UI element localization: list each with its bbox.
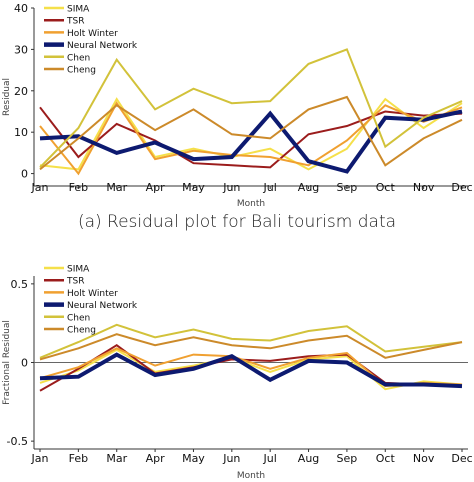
legend-label: SIMA [67,265,90,275]
y-axis-label: Residual [2,78,12,116]
x-tick-label: May [182,181,205,194]
x-tick-label: Aug [298,181,319,194]
y-tick-label: 40 [14,2,28,15]
x-tick-label: Nov [413,452,435,465]
x-tick-label: Jan [31,452,49,465]
legend-label: TSR [66,17,84,27]
y-tick-label: 0 [21,168,28,181]
x-tick-label: Feb [69,181,88,194]
x-tick-label: Jul [263,181,277,194]
x-tick-label: Jun [222,452,240,465]
y-tick-label: 0.5 [11,278,29,291]
legend: SIMA TSR Holt Winter Neural Network Chen Chen… [44,265,138,336]
y-tick-label: 0 [21,357,28,370]
x-tick-label: Jan [31,181,49,194]
series-line-neural-network [39,352,463,389]
x-tick-label: Apr [146,452,166,465]
legend: SIMA TSR Holt Winter Neural Network Chen Chen… [44,5,138,76]
series-line-chen [39,48,463,169]
x-tick-label: Sep [337,452,358,465]
y-tick-label: 10 [14,126,28,139]
x-tick-label: Sep [337,181,358,194]
series-line-sima [39,348,463,391]
x-axis-label: Month [237,199,265,209]
x-tick-label: Nov [413,181,435,194]
legend-label: Cheng [67,66,96,76]
y-tick-label: 20 [14,85,28,98]
legend-label: Cheng [67,326,96,336]
chart-1: 0 10 20 30 40 Jan Feb Mar Apr May Jun Jul Aug Sep Oct N… [2,2,473,209]
x-tick-label: Jul [263,452,277,465]
y-tick-label: -0.5 [7,435,28,448]
x-tick-label: Mar [106,452,127,465]
y-axis-label: Fractional Residual [2,320,12,405]
x-tick-label: Oct [376,452,396,465]
x-tick-label: Jun [222,181,240,194]
legend-label: Holt Winter [67,289,118,299]
series-line-holt-winter [39,101,463,176]
x-tick-label: Mar [106,181,127,194]
x-tick-label: Feb [69,452,88,465]
x-tick-label: Aug [298,452,319,465]
y-tick-label: 30 [14,43,28,56]
x-axis-label: Month [237,471,265,481]
chart-2: -0.5 0 0.5 Jan Feb Mar Apr May Jun Jul Aug Sep Oct No… [2,265,473,482]
legend-label: Neural Network [67,301,138,311]
legend-label: Neural Network [67,41,138,51]
series-line-chen [39,323,463,359]
legend-label: Holt Winter [67,29,118,39]
x-tick-label: Dec [451,452,472,465]
series-line-cheng [39,95,463,171]
legend-label: TSR [66,277,84,287]
legend-label: Chen [67,313,90,323]
x-tick-label: Apr [146,181,166,194]
series-line-tsr [39,106,463,169]
legend-label: Chen [67,53,90,63]
series-line-cheng [39,333,463,361]
x-tick-label: Dec [451,181,472,194]
caption-a: (a) Residual plot for Bali tourism data [77,212,397,232]
x-tick-label: May [182,452,205,465]
legend-label: SIMA [67,5,90,15]
series-line-neural-network [39,109,463,174]
x-tick-label: Oct [376,181,396,194]
